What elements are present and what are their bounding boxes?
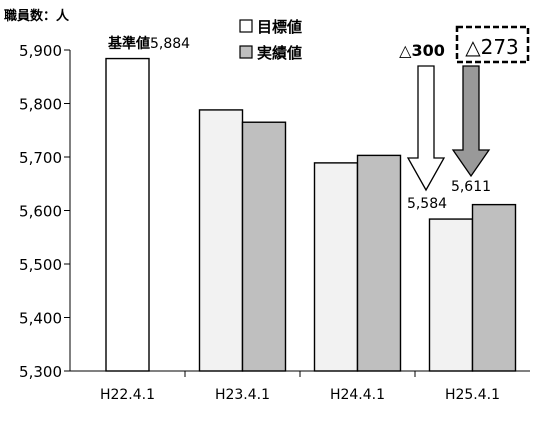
y-axis-title: 職員数：人 [4, 8, 70, 24]
bar-baseline-h22 [105, 57, 150, 372]
x-tick-label: H23.4.1 [215, 387, 270, 403]
y-tick-label: 5,800 [19, 96, 62, 114]
y-tick-label: 5,300 [19, 363, 62, 381]
bar-target-H23.4.1 [198, 109, 244, 372]
legend: 目標値 実績値 [239, 18, 302, 62]
legend-label-target: 目標値 [257, 18, 302, 36]
legend-swatch-target [239, 19, 253, 33]
bar-target-H25.4.1 [428, 218, 474, 372]
annotation-actual-box [455, 25, 530, 64]
legend-label-actual: 実績値 [257, 44, 302, 62]
bar-actual-H25.4.1 [471, 203, 517, 372]
bar-actual-H23.4.1 [241, 121, 287, 372]
x-tick-label: H22.4.1 [100, 387, 155, 403]
bar-target-H24.4.1 [313, 162, 359, 372]
y-axis-ticks: 5,900 5,800 5,700 5,600 5,500 5,400 5,300 [19, 42, 70, 381]
bar-actual-H24.4.1 [356, 154, 402, 372]
y-tick-label: 5,900 [19, 42, 62, 60]
data-label-actual-h25: 5,611 [451, 179, 491, 195]
annotation-target-reduction: △300 [399, 41, 445, 60]
annotation-actual-reduction: △273 [465, 35, 519, 59]
baseline-label-name: 基準値 [108, 35, 150, 52]
y-tick-label: 5,500 [19, 256, 62, 274]
x-tick-label: H25.4.1 [445, 387, 500, 403]
arrow-target-reduction [406, 65, 446, 192]
data-label-target-h25: 5,584 [407, 196, 447, 212]
y-tick-label: 5,700 [19, 149, 62, 167]
y-tick-label: 5,400 [19, 310, 62, 328]
bars [105, 57, 517, 372]
x-axis-labels: H22.4.1 H23.4.1 H24.4.1 H25.4.1 [100, 371, 500, 403]
baseline-label: 基準値5,884 [108, 35, 190, 52]
x-tick-label: H24.4.1 [330, 387, 385, 403]
y-tick-label: 5,600 [19, 203, 62, 221]
legend-swatch-actual [239, 45, 253, 59]
baseline-value-label: 5,884 [150, 36, 190, 52]
arrow-actual-reduction [451, 65, 491, 178]
